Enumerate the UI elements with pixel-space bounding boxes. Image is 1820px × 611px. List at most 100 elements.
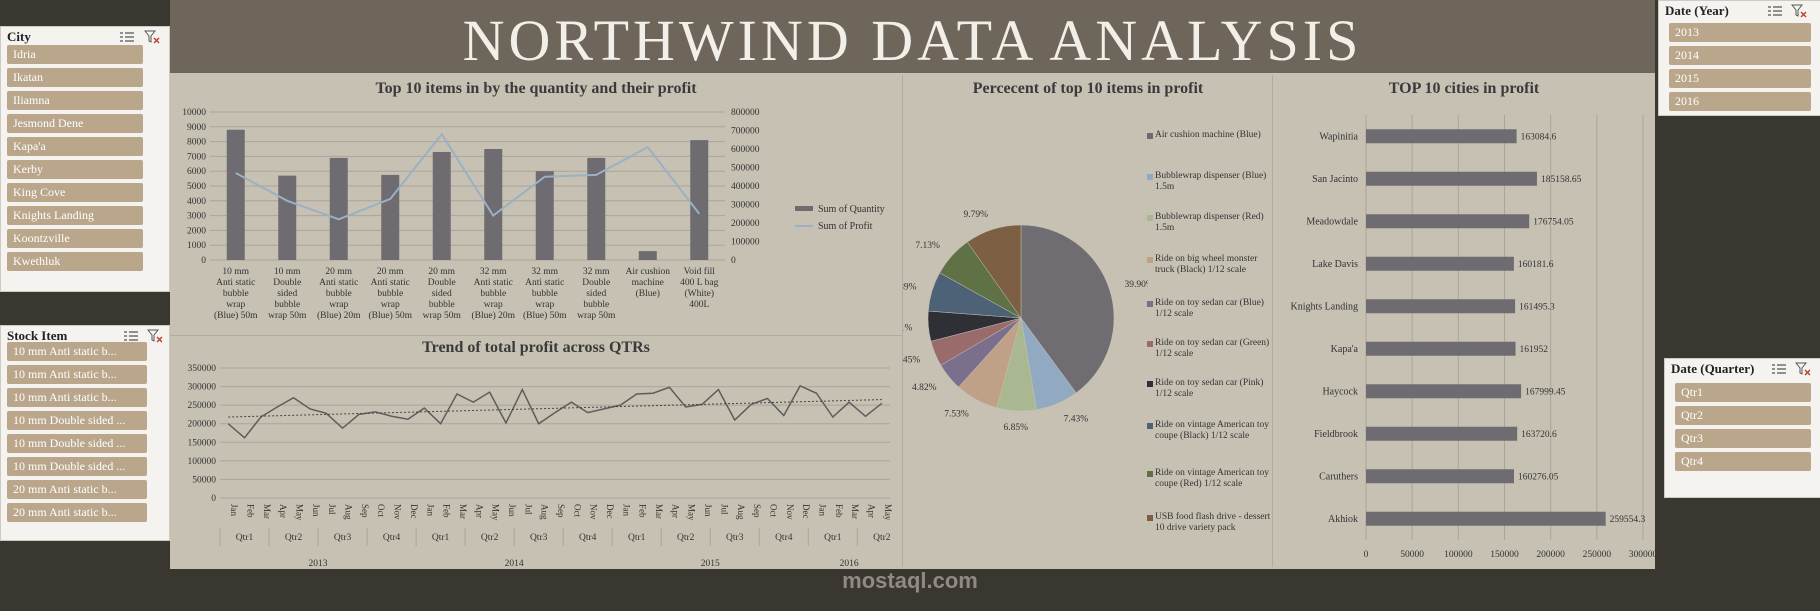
city-label: Wapinitia	[1319, 131, 1358, 142]
x-tick-label: 10 mm Anti static bubble wrap (Blue) 50m	[214, 267, 258, 321]
x-tick-label: 250000	[1583, 550, 1612, 560]
y-tick-label: 350000	[188, 364, 217, 374]
pie-data-label: 7.43%	[1064, 414, 1089, 424]
month-label: Oct	[572, 504, 582, 517]
slicer-item[interactable]: 2014	[1669, 46, 1811, 65]
legend-swatch	[1147, 215, 1153, 221]
x-tick-label: 20 mm Anti static bubble wrap (Blue) 20m	[317, 267, 361, 321]
clear-filter-icon[interactable]	[147, 329, 163, 343]
x-tick-line: machine	[632, 278, 664, 288]
x-tick-line: wrap	[329, 300, 348, 310]
legend-swatch	[1147, 301, 1153, 307]
x-tick-line: bubble	[532, 289, 558, 299]
top-items-combo-chart: 1000090008000700060005000400030002000100…	[182, 108, 884, 321]
x-tick-label: 200000	[1536, 550, 1565, 560]
slicer-item[interactable]: 2015	[1669, 69, 1811, 88]
city-label: San Jacinto	[1312, 174, 1358, 185]
month-label: Jan	[621, 504, 631, 516]
month-label: Aug	[540, 504, 550, 520]
slicer-item[interactable]: 10 mm Double sided ...	[7, 457, 147, 476]
multi-select-icon[interactable]	[119, 30, 135, 44]
slicer-item[interactable]: Kwethluk	[7, 252, 143, 271]
slicer-header: Date (Year)	[1665, 3, 1729, 18]
clear-filter-icon[interactable]	[1795, 362, 1811, 376]
month-label: Dec	[409, 504, 419, 519]
x-tick-line: Void fill	[684, 266, 716, 277]
month-label: Dec	[801, 504, 811, 519]
month-label: Mar	[654, 504, 664, 519]
slicer-item[interactable]: Ikatan	[7, 68, 143, 87]
legend-label: Ride on big wheel monster truck (Black) …	[1155, 254, 1258, 275]
slicer-item[interactable]: Iliamna	[7, 91, 143, 110]
stock-item-slicer[interactable]: Stock Item 10 mm Anti static b... 10 mm A…	[0, 325, 170, 541]
slicer-item[interactable]: King Cove	[7, 183, 143, 202]
chart-title-cities: TOP 10 cities in profit	[1388, 80, 1540, 97]
clear-filter-icon[interactable]	[144, 30, 160, 44]
slicer-item[interactable]: 20 mm Anti static b...	[7, 480, 147, 499]
city-data-label: 176754.05	[1533, 217, 1574, 227]
quantity-bar	[329, 157, 348, 260]
x-tick-line: sided	[586, 289, 606, 299]
slicer-item[interactable]: 10 mm Double sided ...	[7, 411, 147, 430]
legend-item: Ride on vintage American toy coupe (Blac…	[1147, 420, 1272, 442]
city-bar	[1366, 256, 1514, 271]
y-tick-label: 1000	[187, 241, 206, 251]
y-tick-label: 8000	[187, 138, 206, 148]
city-slicer[interactable]: City Idria Ikatan Iliamna Jesmond Dene Kapa'…	[0, 26, 170, 292]
x-tick-line: (Blue) 50m	[523, 310, 567, 321]
legend-item: Air cushion machine (Blue)	[1147, 130, 1272, 141]
multi-select-icon[interactable]	[123, 329, 139, 343]
slicer-item[interactable]: Qtr3	[1675, 429, 1811, 448]
x-tick-line: 20 mm	[428, 267, 455, 277]
slicer-item[interactable]: 2013	[1669, 23, 1811, 42]
legend-swatch	[795, 206, 813, 211]
city-label: Caruthers	[1319, 471, 1358, 482]
slicer-item[interactable]: 10 mm Double sided ...	[7, 434, 147, 453]
x-tick-line: wrap 50m	[423, 311, 462, 321]
legend-label: Ride on toy sedan car (Green) 1/12 scale	[1155, 338, 1270, 359]
month-label: Jul	[327, 504, 337, 515]
x-tick-line: Air cushion	[625, 267, 670, 277]
pie-data-label: 6.85%	[1004, 423, 1029, 433]
slicer-item[interactable]: 20 mm Anti static b...	[7, 503, 147, 522]
slicer-item[interactable]: Kerby	[7, 160, 143, 179]
slicer-item[interactable]: Qtr2	[1675, 406, 1811, 425]
city-bar	[1366, 299, 1516, 314]
x-tick-line: 10 mm	[274, 267, 301, 277]
legend-label: USB food flash drive - dessert 10 drive …	[1155, 512, 1271, 533]
slicer-item[interactable]: Qtr1	[1675, 383, 1811, 402]
top-cities-bar-chart: 0 50000 100000 150000 200000 250000 300000 Wapi…	[1291, 115, 1655, 560]
month-label: Jan	[229, 504, 239, 516]
quantity-bar	[226, 129, 245, 260]
x-tick-label: 32 mm Anti static bubble wrap (Blue) 50m	[523, 267, 567, 321]
x-tick-line: sided	[277, 289, 297, 299]
legend-swatch	[1147, 174, 1153, 180]
y-tick-label: 300000	[188, 383, 217, 393]
panel-divider	[902, 75, 903, 567]
slicer-item[interactable]: Qtr4	[1675, 452, 1811, 471]
clear-filter-icon[interactable]	[1791, 4, 1807, 18]
panel-divider	[1272, 75, 1273, 567]
legend-item: Ride on big wheel monster truck (Black) …	[1147, 254, 1272, 276]
y-tick-label: 200000	[188, 420, 217, 430]
slicer-item[interactable]: 2016	[1669, 92, 1811, 111]
multi-select-icon[interactable]	[1771, 362, 1787, 376]
slicer-item[interactable]: Jesmond Dene	[7, 114, 143, 133]
slicer-item[interactable]: Idria	[7, 45, 143, 64]
slicer-item[interactable]: Kapa'a	[7, 137, 143, 156]
slicer-item[interactable]: Koontzville	[7, 229, 143, 248]
quarter-slicer[interactable]: Date (Quarter) Qtr1 Qtr2 Qtr3 Qtr4	[1664, 358, 1820, 498]
multi-select-icon[interactable]	[1767, 4, 1783, 18]
slicer-item[interactable]: 10 mm Anti static b...	[7, 388, 147, 407]
month-label: May	[883, 504, 893, 521]
x-tick-line: 32 mm	[531, 267, 558, 277]
y2-tick-label: 200000	[731, 219, 760, 229]
y-tick-label: 150000	[188, 438, 217, 448]
slicer-item[interactable]: 10 mm Anti static b...	[7, 365, 147, 384]
slicer-item[interactable]: Knights Landing	[7, 206, 143, 225]
x-tick-label: 10 mm Double sided bubble wrap 50m	[268, 267, 307, 321]
city-label: Akhiok	[1328, 514, 1358, 525]
legend-swatch	[1147, 381, 1153, 387]
slicer-item[interactable]: 10 mm Anti static b...	[7, 342, 147, 361]
year-slicer[interactable]: Date (Year) 2013 2014 2015 2016	[1658, 0, 1820, 116]
